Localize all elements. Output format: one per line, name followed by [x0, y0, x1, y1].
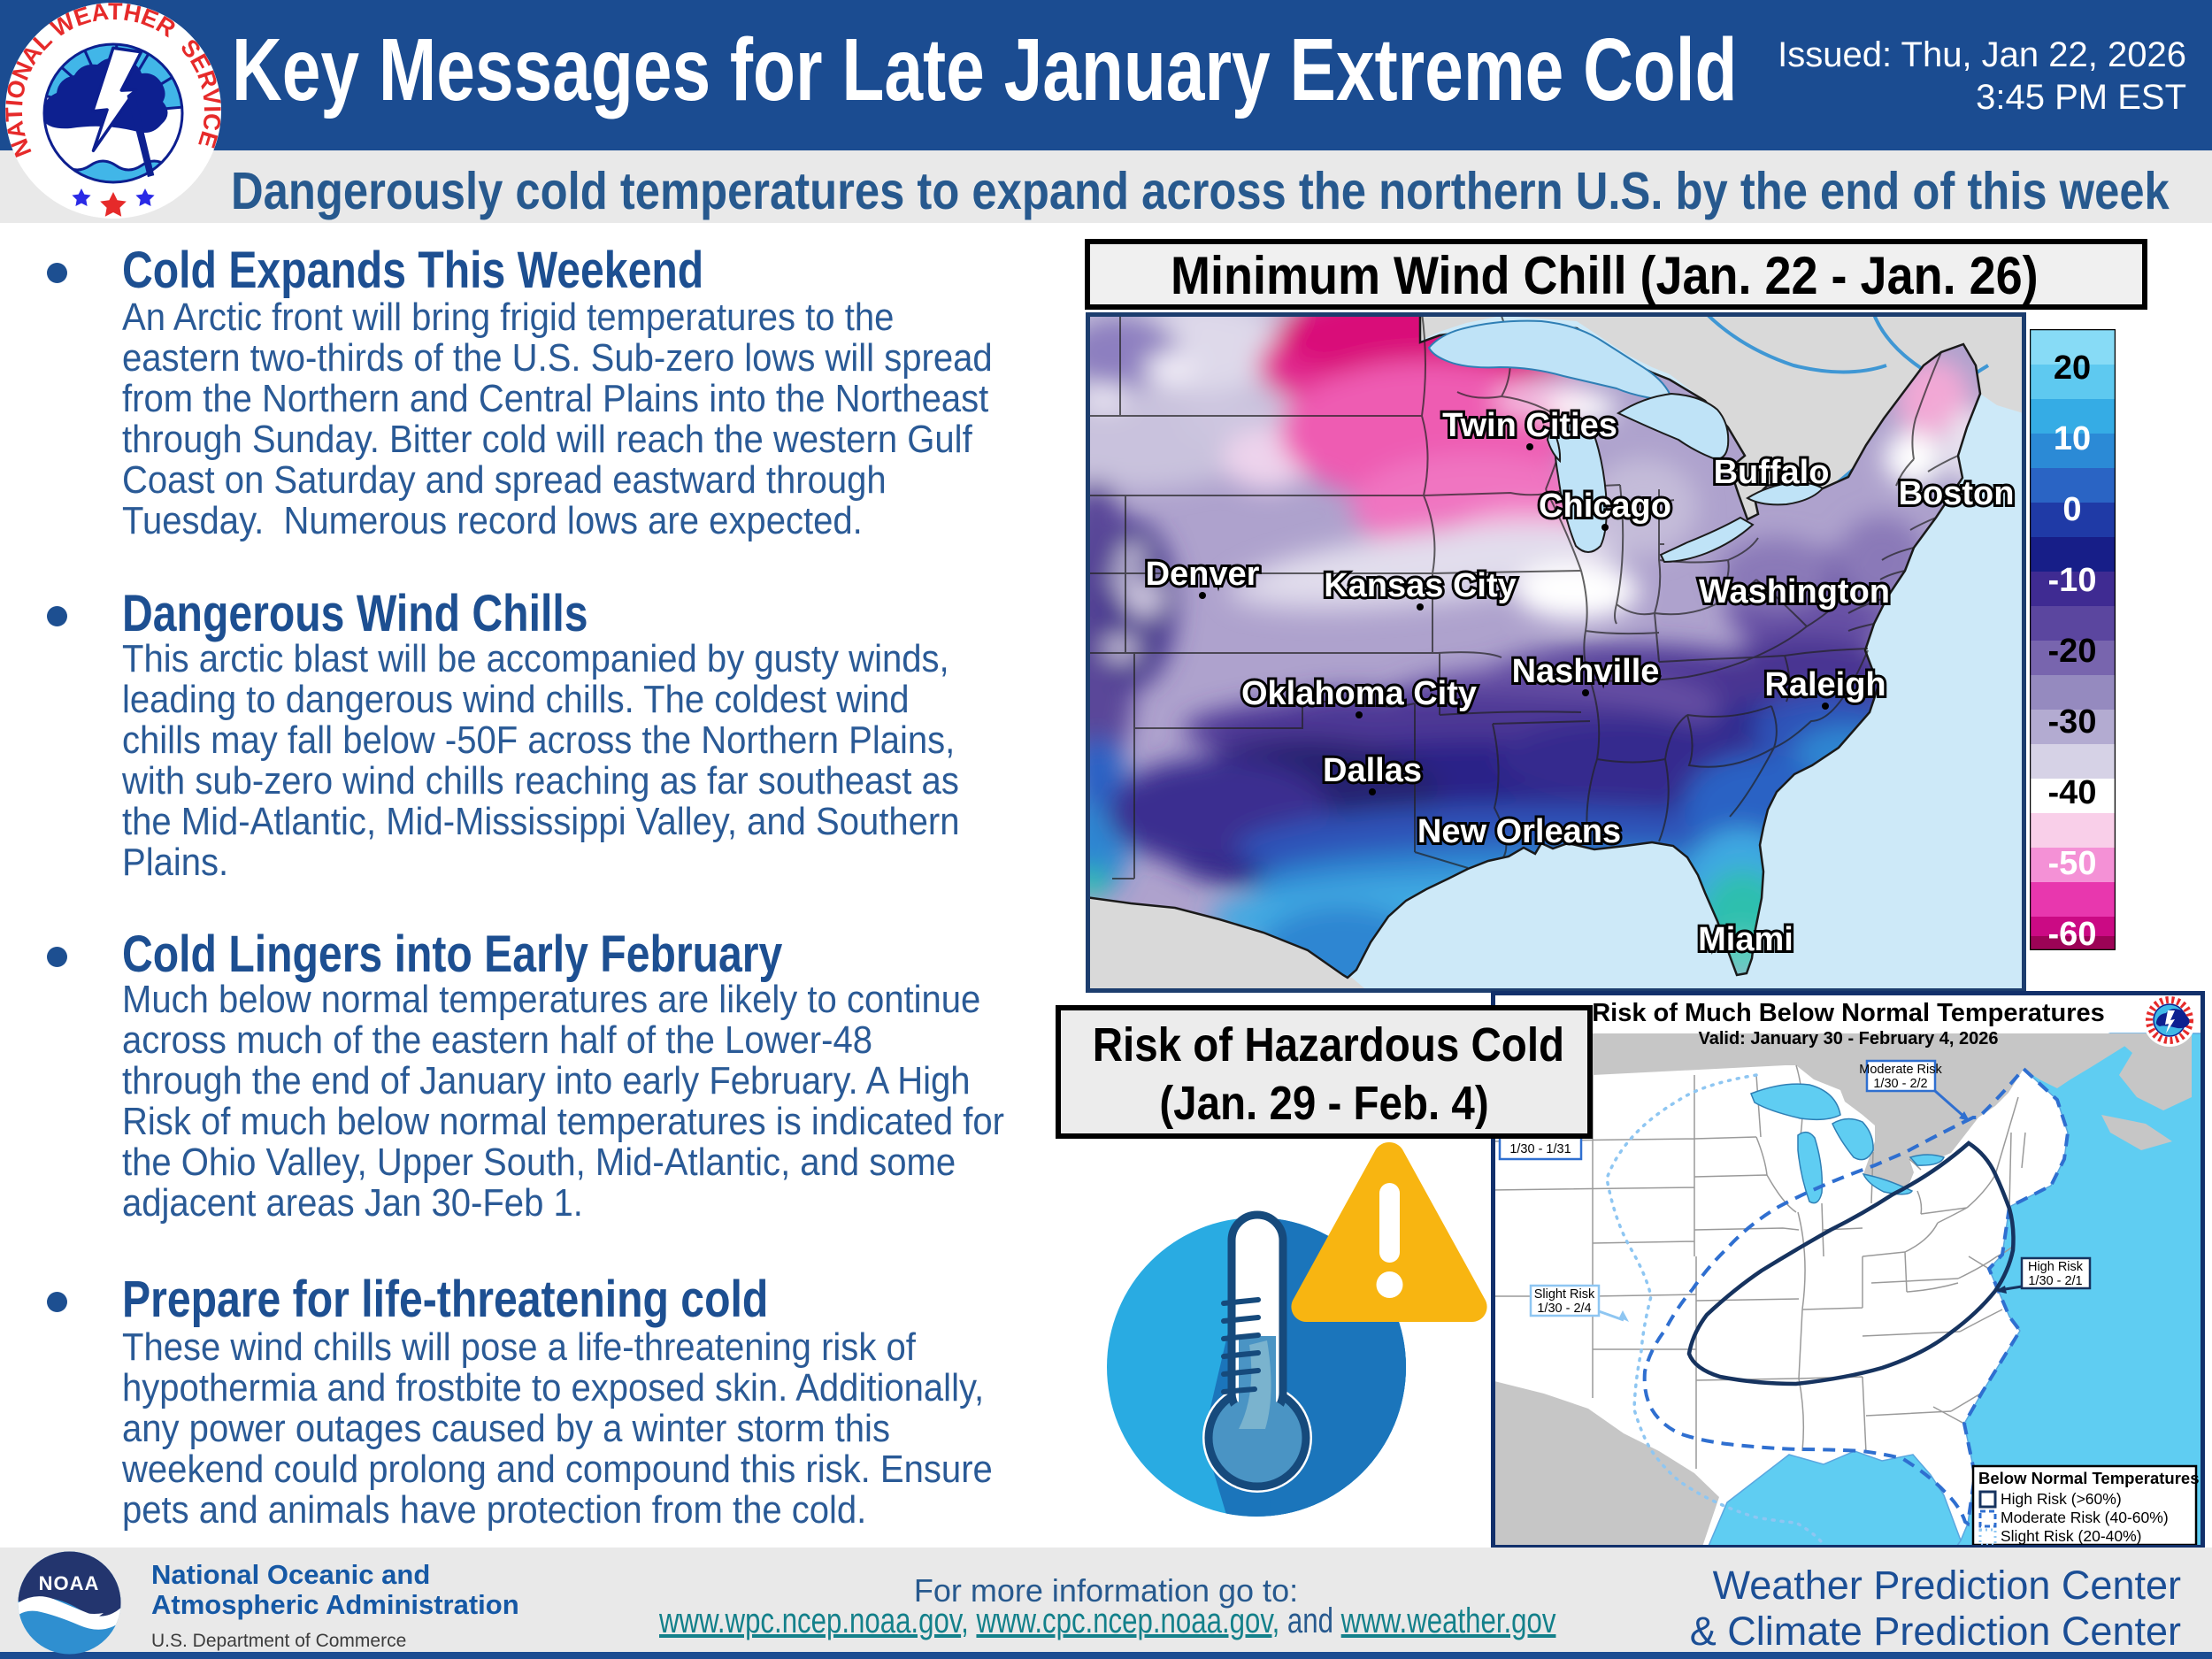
svg-text:Boston: Boston: [1899, 475, 2015, 512]
svg-text:1/30 - 2/4: 1/30 - 2/4: [1537, 1302, 1591, 1316]
svg-text:Below Normal Temperatures: Below Normal Temperatures: [1978, 1469, 2199, 1487]
svg-text:0: 0: [2062, 491, 2081, 528]
svg-text:1/30 - 2/1: 1/30 - 2/1: [2028, 1274, 2082, 1288]
svg-text:-20: -20: [2048, 633, 2097, 670]
svg-text:Washington: Washington: [1699, 573, 1890, 611]
svg-text:Raleigh: Raleigh: [1764, 666, 1886, 703]
svg-text:-50: -50: [2048, 845, 2097, 882]
svg-text:Slight Risk (20-40%): Slight Risk (20-40%): [2001, 1527, 2142, 1545]
svg-text:1/30 - 2/2: 1/30 - 2/2: [1873, 1077, 1927, 1091]
svg-text:Twin Cities: Twin Cities: [1442, 407, 1617, 444]
svg-text:NOAA: NOAA: [39, 1572, 100, 1594]
svg-text:-60: -60: [2048, 916, 2097, 950]
svg-text:Moderate Risk: Moderate Risk: [1859, 1063, 1942, 1077]
svg-text:Risk of Much Below Normal Temp: Risk of Much Below Normal Temperatures: [1592, 999, 2105, 1027]
svg-text:Oklahoma City: Oklahoma City: [1241, 675, 1477, 712]
svg-text:High Risk: High Risk: [2028, 1260, 2084, 1274]
svg-text:Nashville: Nashville: [1512, 653, 1660, 690]
svg-text:Valid: January 30 - February 4: Valid: January 30 - February 4, 2026: [1698, 1029, 1998, 1048]
svg-text:High Risk (>60%): High Risk (>60%): [2001, 1490, 2122, 1508]
svg-text:10: 10: [2054, 420, 2091, 457]
svg-text:Moderate Risk (40-60%): Moderate Risk (40-60%): [2001, 1509, 2169, 1526]
svg-text:New Orleans: New Orleans: [1417, 813, 1621, 850]
svg-text:Slight Risk: Slight Risk: [1534, 1287, 1595, 1302]
svg-text:Buffalo: Buffalo: [1714, 454, 1830, 491]
svg-text:Dallas: Dallas: [1323, 752, 1422, 789]
svg-text:-10: -10: [2048, 562, 2097, 599]
svg-text:1/30 - 1/31: 1/30 - 1/31: [1509, 1142, 1571, 1156]
svg-text:Denver: Denver: [1146, 556, 1260, 593]
svg-text:Chicago: Chicago: [1539, 488, 1671, 525]
svg-text:-40: -40: [2048, 774, 2097, 811]
svg-text:-30: -30: [2048, 703, 2097, 741]
svg-text:Miami: Miami: [1698, 921, 1793, 958]
svg-text:20: 20: [2054, 349, 2091, 387]
svg-text:Kansas City: Kansas City: [1324, 567, 1517, 604]
